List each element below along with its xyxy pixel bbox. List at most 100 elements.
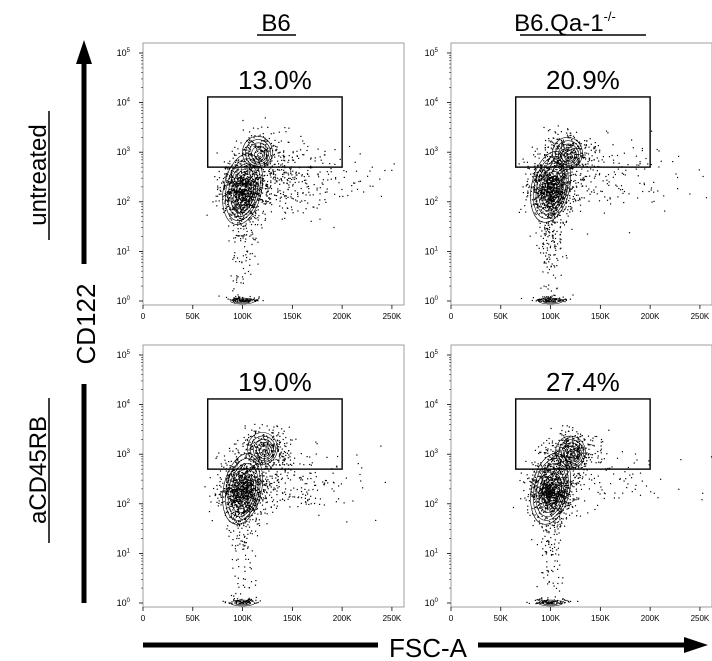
event-dot: [536, 172, 538, 174]
event-dot: [244, 300, 246, 302]
event-dot: [531, 299, 533, 302]
event-dot: [233, 184, 235, 186]
event-dot: [250, 199, 253, 201]
event-dot: [254, 584, 257, 586]
event-dot: [239, 480, 241, 482]
event-dot: [557, 190, 559, 193]
event-dot: [300, 487, 303, 489]
event-dot: [290, 171, 292, 173]
event-dot: [561, 177, 564, 179]
event-dot: [540, 179, 542, 181]
event-dot: [254, 173, 256, 175]
event-dot: [526, 180, 528, 183]
event-dot: [302, 140, 304, 142]
event-dot: [267, 452, 269, 454]
event-dot: [261, 453, 263, 455]
event-dot: [546, 247, 548, 249]
event-dot: [323, 154, 325, 156]
event-dot: [277, 152, 279, 154]
event-dot: [279, 200, 281, 202]
event-dot: [249, 192, 251, 195]
event-dot: [257, 194, 259, 196]
event-dot: [234, 518, 236, 520]
event-dot: [546, 266, 548, 268]
event-dot: [572, 201, 575, 203]
event-dot: [251, 173, 254, 175]
event-dot: [237, 199, 239, 201]
event-dot: [536, 174, 538, 177]
event-dot: [244, 154, 246, 156]
event-dot: [270, 185, 272, 187]
event-dot: [562, 168, 564, 170]
event-dot: [545, 179, 547, 181]
event-dot: [547, 205, 549, 207]
event-dot: [241, 485, 243, 487]
event-dot: [240, 518, 242, 520]
event-dot: [254, 188, 256, 190]
event-dot: [252, 496, 254, 498]
event-dot: [546, 229, 548, 231]
event-dot: [250, 140, 252, 142]
event-dot: [245, 501, 248, 503]
event-dot: [341, 188, 343, 191]
event-dot: [241, 201, 243, 203]
event-dot: [248, 459, 250, 461]
event-dot: [235, 210, 237, 212]
event-dot: [229, 298, 231, 301]
event-dot: [255, 520, 257, 522]
event-dot: [232, 230, 234, 232]
event-dot: [272, 429, 274, 431]
event-dot: [547, 197, 549, 199]
event-dot: [594, 151, 596, 153]
event-dot: [247, 181, 250, 183]
event-dot: [554, 298, 556, 301]
event-dot: [300, 135, 302, 137]
event-dot: [234, 241, 236, 243]
event-dot: [246, 169, 248, 171]
event-dot: [557, 133, 559, 135]
event-dot: [270, 176, 272, 178]
event-dot: [564, 183, 566, 185]
event-dot: [269, 198, 271, 200]
event-dot: [258, 170, 260, 172]
event-dot: [245, 517, 247, 519]
event-dot: [270, 147, 272, 149]
event-dot: [653, 191, 655, 193]
event-dot: [293, 487, 295, 489]
event-dot: [218, 177, 221, 179]
event-dot: [244, 246, 246, 248]
event-dot: [244, 179, 246, 181]
event-dot: [224, 185, 226, 187]
event-dot: [220, 496, 222, 499]
event-dot: [240, 168, 242, 170]
event-dot: [279, 441, 282, 443]
event-dot: [575, 200, 577, 202]
event-dot: [306, 186, 308, 188]
event-dot: [232, 500, 234, 502]
event-dot: [541, 298, 543, 301]
event-dot: [248, 189, 250, 191]
event-dot: [548, 194, 550, 196]
event-dot: [261, 443, 263, 445]
event-dot: [228, 530, 230, 532]
event-dot: [253, 184, 255, 186]
event-dot: [265, 143, 267, 146]
event-dot: [560, 206, 562, 208]
event-dot: [533, 199, 535, 201]
event-dot: [245, 476, 247, 478]
event-dot: [272, 511, 274, 513]
event-dot: [547, 191, 549, 194]
event-dot: [281, 169, 283, 171]
event-dot: [252, 206, 254, 208]
event-dot: [249, 441, 251, 443]
event-dot: [265, 200, 267, 202]
event-dot: [286, 442, 288, 444]
event-dot: [272, 499, 275, 501]
event-dot: [593, 189, 595, 191]
event-dot: [544, 203, 546, 206]
event-dot: [241, 177, 243, 179]
event-dot: [285, 197, 287, 200]
event-dot: [578, 141, 580, 143]
event-dot: [253, 471, 255, 473]
event-dot: [242, 149, 245, 151]
